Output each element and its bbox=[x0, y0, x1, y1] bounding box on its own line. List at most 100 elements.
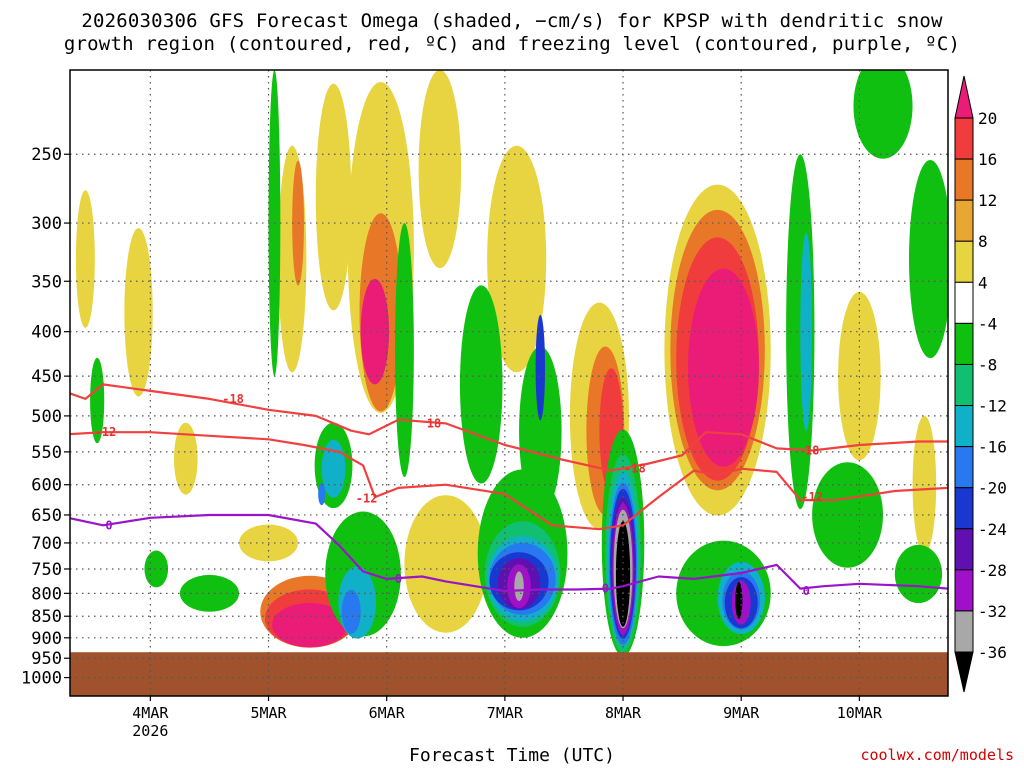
pressure-tick-label: 750 bbox=[31, 560, 62, 580]
contour-label: 0 bbox=[395, 572, 402, 586]
colorbar-label: 16 bbox=[978, 150, 997, 169]
colorbar-label: -4 bbox=[978, 314, 997, 333]
omega-shading-cell bbox=[615, 521, 631, 627]
contour-label: -12 bbox=[356, 491, 378, 505]
colorbar-segment bbox=[954, 240, 974, 283]
omega-shading-cell bbox=[800, 232, 813, 431]
omega-shading-layer bbox=[75, 70, 948, 657]
pressure-tick-label: 850 bbox=[31, 607, 62, 627]
colorbar-bottom-triangle bbox=[954, 651, 974, 693]
pressure-tick-label: 500 bbox=[31, 407, 62, 427]
omega-shading-cell bbox=[341, 589, 361, 634]
omega-shading-cell bbox=[272, 603, 348, 648]
pressure-tick-label: 600 bbox=[31, 476, 62, 496]
chart-title-line-1: 2026030306 GFS Forecast Omega (shaded, −… bbox=[81, 10, 943, 32]
contour-label: 0 bbox=[803, 584, 810, 598]
contour-label: -12 bbox=[95, 425, 117, 439]
omega-shading-cell bbox=[418, 70, 462, 269]
contour-label: 0 bbox=[105, 518, 112, 532]
colorbar-top-triangle bbox=[954, 75, 974, 119]
contour-line--18 bbox=[70, 383, 948, 472]
colorbar-label: 8 bbox=[978, 232, 988, 251]
omega-shading-cell bbox=[315, 83, 352, 311]
contour-layer: -18 -12 18 -12 18 -12 -18 0 0 0 0 bbox=[70, 383, 948, 598]
pressure-tick-label: 300 bbox=[31, 214, 62, 234]
omega-shading-cell bbox=[90, 357, 105, 444]
pressure-tick-label: 900 bbox=[31, 629, 62, 649]
omega-shading-cell bbox=[459, 285, 503, 484]
chart-title-line-2: growth region (contoured, red, ºC) and f… bbox=[63, 33, 961, 55]
pressure-tick-label: 650 bbox=[31, 506, 62, 526]
omega-shading-cell bbox=[735, 581, 743, 619]
contour-line--12 bbox=[70, 431, 948, 531]
pressure-axis: 2503003504004505005506006507007508008509… bbox=[21, 145, 70, 689]
pressure-tick-label: 950 bbox=[31, 649, 62, 669]
omega-shading-cell bbox=[688, 268, 759, 467]
contour-label: 0 bbox=[602, 582, 609, 596]
pressure-tick-label: 700 bbox=[31, 534, 62, 554]
omega-shading-cell bbox=[912, 415, 937, 554]
time-tick-label: 10MAR bbox=[837, 704, 883, 722]
x-axis-label: Forecast Time (UTC) bbox=[409, 745, 615, 766]
colorbar-label: -8 bbox=[978, 355, 997, 374]
colorbar-label: -24 bbox=[978, 520, 1007, 539]
below-ground-layer bbox=[70, 652, 948, 696]
omega-shading-cell bbox=[321, 439, 346, 498]
contour-label: 18 bbox=[805, 444, 819, 458]
omega-shading-cell bbox=[535, 314, 546, 421]
colorbar-segment bbox=[954, 569, 974, 612]
credit-link[interactable]: coolwx.com/models bbox=[860, 746, 1014, 764]
time-tick-label: 7MAR bbox=[487, 704, 524, 722]
omega-shading-cell bbox=[173, 422, 198, 495]
time-tick-label: 4MAR bbox=[132, 704, 169, 722]
colorbar-segment bbox=[954, 199, 974, 242]
colorbar-segment bbox=[954, 322, 974, 365]
colorbar-label: 4 bbox=[978, 273, 988, 292]
omega-shading-cell bbox=[404, 495, 488, 633]
pressure-tick-label: 400 bbox=[31, 323, 62, 343]
time-tick-label: 9MAR bbox=[723, 704, 760, 722]
omega-shading-cell bbox=[853, 70, 913, 159]
time-tick-label: 8MAR bbox=[605, 704, 642, 722]
omega-shading-cell bbox=[394, 223, 414, 478]
pressure-tick-label: 450 bbox=[31, 367, 62, 387]
omega-shading-cell bbox=[514, 571, 524, 602]
omega-shading-cell bbox=[894, 544, 943, 604]
colorbar-segment bbox=[954, 117, 974, 160]
colorbar-label: -20 bbox=[978, 479, 1007, 498]
colorbar-label: -36 bbox=[978, 643, 1007, 662]
contour-label: -18 bbox=[624, 462, 646, 476]
time-axis: 4MAR 5MAR 6MAR 7MAR 8MAR 9MAR 10MAR 2026 bbox=[132, 696, 883, 740]
pressure-tick-label: 1000 bbox=[21, 669, 62, 689]
omega-shading-cell bbox=[124, 228, 153, 397]
contour-label: 18 bbox=[427, 416, 441, 430]
omega-shading-cell bbox=[909, 160, 948, 359]
omega-colorbar: 20 16 12 8 4 -4 -8 -12 -16 -20 -24 -28 -32 -36 bbox=[954, 75, 1007, 693]
colorbar-label: -28 bbox=[978, 561, 1007, 580]
omega-shading-cell bbox=[487, 145, 547, 373]
contour-line-0 bbox=[70, 513, 948, 593]
colorbar-segment bbox=[954, 363, 974, 407]
colorbar-label: 12 bbox=[978, 191, 997, 210]
time-tick-year-label: 2026 bbox=[132, 722, 168, 740]
colorbar-segment bbox=[954, 528, 974, 571]
colorbar-segment bbox=[954, 610, 974, 653]
below-ground-fill bbox=[70, 652, 948, 696]
pressure-tick-label: 350 bbox=[31, 272, 62, 292]
pressure-tick-label: 550 bbox=[31, 443, 62, 463]
colorbar-segment bbox=[954, 281, 974, 324]
colorbar-segment bbox=[954, 405, 974, 448]
time-tick-label: 5MAR bbox=[250, 704, 287, 722]
colorbar-segment bbox=[954, 446, 974, 489]
colorbar-label: 20 bbox=[978, 109, 997, 128]
contour-label: -18 bbox=[222, 392, 244, 406]
omega-shading-cell bbox=[812, 462, 884, 568]
colorbar-segment bbox=[954, 487, 974, 530]
colorbar-label: -12 bbox=[978, 397, 1007, 416]
time-tick-label: 6MAR bbox=[369, 704, 406, 722]
colorbar-label: -32 bbox=[978, 602, 1007, 621]
plot-frame bbox=[69, 69, 949, 697]
grid-lines bbox=[70, 70, 948, 696]
pressure-tick-label: 250 bbox=[31, 145, 62, 165]
